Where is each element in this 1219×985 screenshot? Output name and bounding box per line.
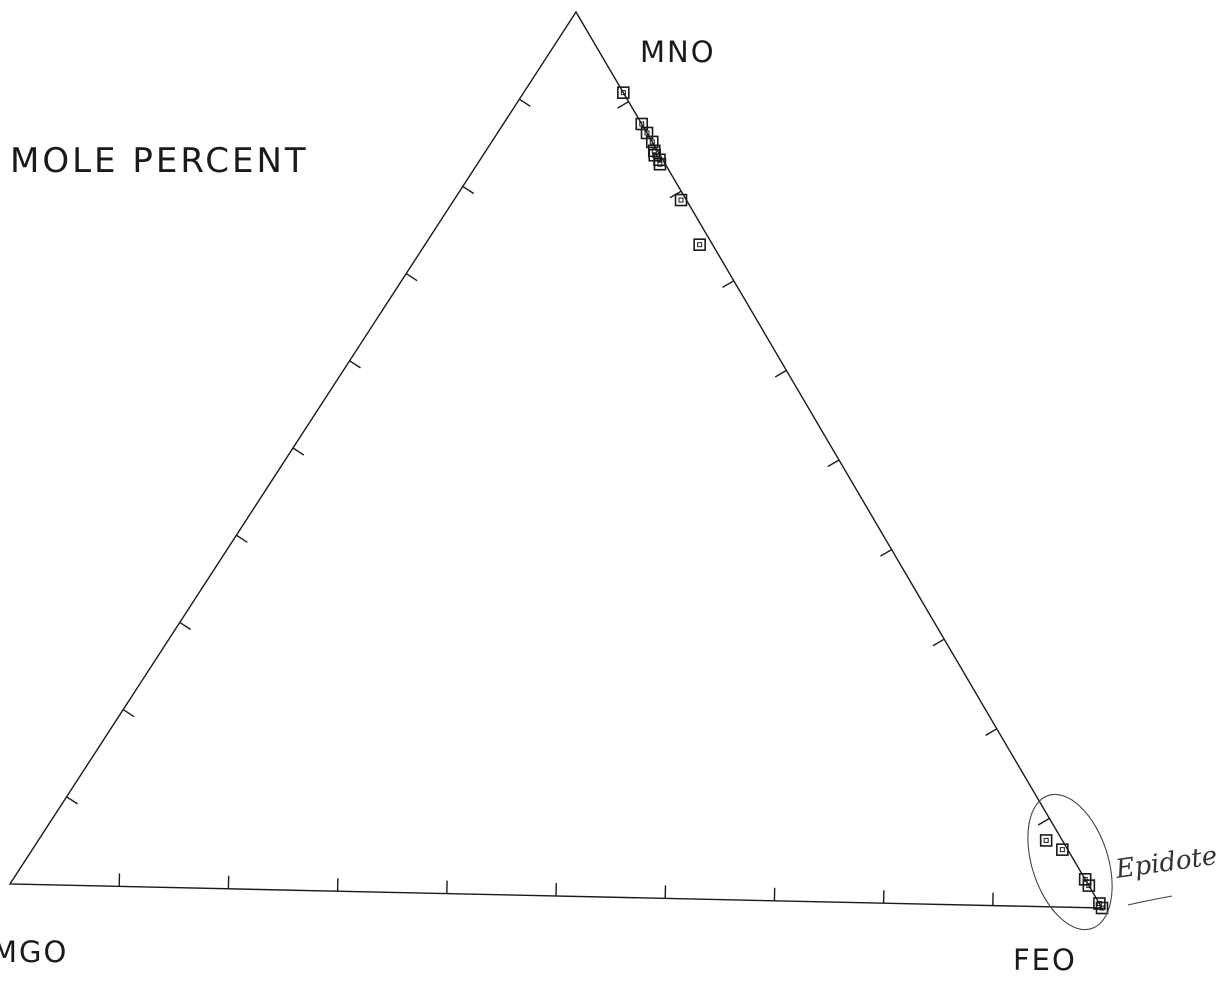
right-side-tick [880,548,892,557]
right-side-tick [932,638,945,647]
right-side-tick [774,369,787,378]
data-point-square [1095,901,1109,915]
data-point-inner [1043,837,1049,843]
axis-ticks [66,98,1050,906]
chart-title: MOLE PERCENT [10,141,309,181]
data-point-square [617,86,630,99]
epidote-annotation: Epidote [1113,841,1219,885]
data-point-inner [620,90,626,96]
data-point-square [1082,879,1096,892]
data-point-inner [644,130,650,136]
left-side-tick [349,360,361,369]
left-side-tick [236,534,248,543]
data-point-square [674,193,688,207]
data-points [617,86,1109,915]
data-point-square [1039,834,1053,847]
data-point-square [1093,897,1106,910]
data-point-inner [697,242,703,248]
data-point-inner [1086,883,1092,889]
right-side-tick [827,459,840,468]
left-side-tick [405,273,418,282]
right-side-tick [1037,817,1050,826]
apex-label-mgo: MGO [0,935,68,969]
data-point-inner [639,121,645,127]
data-point-inner [1096,901,1102,907]
apex-label-mno: MNO [640,35,716,69]
data-point-inner [657,161,663,167]
data-point-square [693,238,706,251]
left-side-tick [519,98,531,107]
data-point-square [653,157,667,171]
left-side-tick [66,796,78,805]
epidote-circle [1027,793,1113,931]
right-side-tick [985,728,998,736]
left-side-tick [122,709,135,718]
apex-label-feo: FEO [1013,943,1077,977]
data-point-inner [678,197,684,203]
epidote-underline [1127,895,1173,906]
data-point-inner [1059,847,1065,853]
left-side-tick [292,447,305,456]
data-point-square [645,135,659,149]
right-side-tick [722,280,735,288]
data-point-inner [649,139,655,145]
left-side-tick [462,185,475,195]
left-side-tick [179,621,192,631]
right-side-tick [617,100,629,109]
data-point-inner [1099,905,1105,911]
data-point-square [1056,843,1069,856]
